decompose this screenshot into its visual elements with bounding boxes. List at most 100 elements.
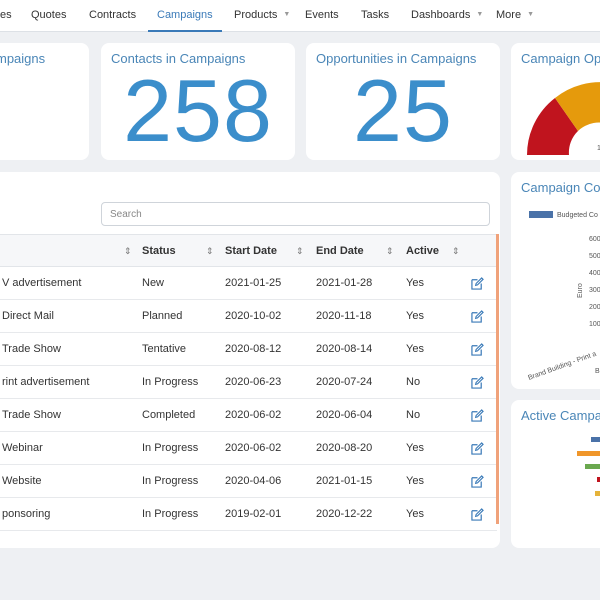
cell-campaign-name: Direct Mail: [2, 310, 54, 322]
y-tick: 600: [589, 236, 600, 243]
cell-end-date: 2020-07-24: [316, 376, 373, 388]
y-tick: 500: [589, 253, 600, 260]
nav-item-more[interactable]: More ▼: [496, 0, 534, 32]
gauge-segment-orange: [555, 82, 600, 131]
cell-end-date: 2021-01-28: [316, 277, 373, 289]
cell-status: In Progress: [142, 442, 199, 454]
gauge-chart: 1: [527, 82, 600, 155]
cell-status: In Progress: [142, 508, 199, 520]
chevron-down-icon: ▼: [476, 11, 484, 18]
edit-icon[interactable]: [471, 277, 484, 290]
edit-icon[interactable]: [471, 343, 484, 356]
sort-icon[interactable]: ⇕: [452, 246, 460, 256]
cell-end-date: 2020-12-22: [316, 508, 373, 520]
edit-icon[interactable]: [471, 442, 484, 455]
table-row[interactable]: Trade Show Tentative 2020-08-12 2020-08-14 Y…: [0, 333, 497, 366]
cell-end-date: 2020-08-14: [316, 343, 373, 355]
bar: [595, 491, 600, 496]
nav-item-tasks[interactable]: Tasks: [361, 9, 390, 21]
nav-item-products[interactable]: Products ▼: [234, 0, 290, 32]
search-input[interactable]: [101, 202, 490, 226]
kpi-card-opportunities: Opportunities in Campaigns 25: [306, 43, 500, 160]
y-tick: 400: [589, 270, 600, 277]
cell-campaign-name: rint advertisement: [2, 376, 90, 388]
sort-icon[interactable]: ⇕: [206, 246, 214, 256]
x-tick-label: Brand Building - Print a: [527, 351, 597, 382]
y-tick: 200: [589, 304, 600, 311]
column-header-start-date[interactable]: Start Date: [225, 245, 277, 257]
cell-active: No: [406, 409, 421, 421]
kpi-card-campaigns: mpaigns 3: [0, 43, 89, 160]
nav-item-activities[interactable]: es: [0, 9, 12, 21]
cell-active: No: [406, 376, 421, 388]
cell-active: Yes: [406, 475, 424, 487]
bar: [585, 464, 600, 469]
chevron-down-icon: ▼: [527, 11, 534, 18]
cell-active: Yes: [406, 310, 424, 322]
active-campaigns-card: Active Campa: [511, 400, 600, 548]
cell-status: In Progress: [142, 475, 199, 487]
y-tick: 300: [589, 287, 600, 294]
scrollbar[interactable]: [496, 234, 499, 524]
bar: [577, 451, 600, 456]
card-title: Campaign Op: [521, 51, 600, 66]
cell-start-date: 2020-10-02: [225, 310, 282, 322]
sort-icon[interactable]: ⇕: [386, 246, 394, 256]
sort-icon[interactable]: ⇕: [124, 246, 132, 256]
nav-item-events[interactable]: Events: [305, 9, 339, 21]
cell-start-date: 2020-06-02: [225, 409, 282, 421]
cell-end-date: 2020-08-20: [316, 442, 373, 454]
table-row[interactable]: rint advertisement In Progress 2020-06-23 2…: [0, 366, 497, 399]
sort-icon[interactable]: ⇕: [296, 246, 304, 256]
cell-active: Yes: [406, 277, 424, 289]
nav-item-quotes[interactable]: Quotes: [31, 9, 67, 21]
campaign-cost-card: Campaign Co Budgeted Co Euro 600 500 400…: [511, 172, 600, 389]
bar: [597, 477, 600, 482]
table-row[interactable]: Direct Mail Planned 2020-10-02 2020-11-18 Ye…: [0, 300, 497, 333]
edit-icon[interactable]: [471, 409, 484, 422]
campaign-opportunities-card: Campaign Op 1: [511, 43, 600, 160]
table-row[interactable]: V advertisement New 2021-01-25 2021-01-28 Ye…: [0, 267, 497, 300]
cell-start-date: 2020-08-12: [225, 343, 282, 355]
kpi-value: 25: [353, 61, 453, 160]
cell-active: Yes: [406, 442, 424, 454]
kpi-title: mpaigns: [0, 51, 46, 66]
cell-campaign-name: Trade Show: [2, 343, 61, 355]
edit-icon[interactable]: [471, 376, 484, 389]
kpi-title: Contacts in Campaigns: [111, 51, 246, 66]
nav-item-dashboards-label: Dashboards: [411, 9, 471, 21]
cell-end-date: 2020-06-04: [316, 409, 373, 421]
chevron-down-icon: ▼: [283, 11, 291, 18]
cell-campaign-name: Webinar: [2, 442, 43, 454]
table-row[interactable]: Trade Show Completed 2020-06-02 2020-06-04 N…: [0, 399, 497, 432]
legend-swatch: [529, 211, 553, 218]
column-header-end-date[interactable]: End Date: [316, 245, 364, 257]
table-row[interactable]: Website In Progress 2020-04-06 2021-01-15 Ye…: [0, 465, 497, 498]
cell-end-date: 2021-01-15: [316, 475, 373, 487]
edit-icon[interactable]: [471, 310, 484, 323]
cell-status: Tentative: [142, 343, 187, 355]
card-title: Active Campa: [521, 408, 600, 423]
nav-item-dashboards[interactable]: Dashboards ▼: [411, 0, 483, 32]
edit-icon[interactable]: [471, 508, 484, 521]
nav-item-contracts[interactable]: Contracts: [89, 9, 137, 21]
cell-status: Planned: [142, 310, 183, 322]
column-header-status[interactable]: Status: [142, 245, 176, 257]
cell-active: Yes: [406, 508, 424, 520]
column-header-active[interactable]: Active: [406, 245, 440, 257]
table-row[interactable]: Webinar In Progress 2020-06-02 2020-08-20 Ye…: [0, 432, 497, 465]
cell-campaign-name: Website: [2, 475, 42, 487]
card-title: Campaign Co: [521, 180, 600, 195]
bar: [591, 437, 600, 442]
x-tick-label: B: [595, 368, 600, 375]
table-header: ⇕ Status ⇕ Start Date ⇕ End Date ⇕ Activ…: [0, 234, 497, 267]
nav-item-campaigns[interactable]: Campaigns: [148, 0, 222, 32]
cell-start-date: 2020-04-06: [225, 475, 282, 487]
cell-campaign-name: V advertisement: [2, 277, 82, 289]
gauge-label: 1: [597, 145, 600, 152]
table-row[interactable]: ponsoring In Progress 2019-02-01 2020-12-22…: [0, 498, 497, 531]
cell-campaign-name: ponsoring: [2, 508, 51, 520]
cost-chart: Budgeted Co Euro 600 500 400 300 200 100…: [527, 211, 600, 382]
edit-icon[interactable]: [471, 475, 484, 488]
cell-start-date: 2021-01-25: [225, 277, 282, 289]
